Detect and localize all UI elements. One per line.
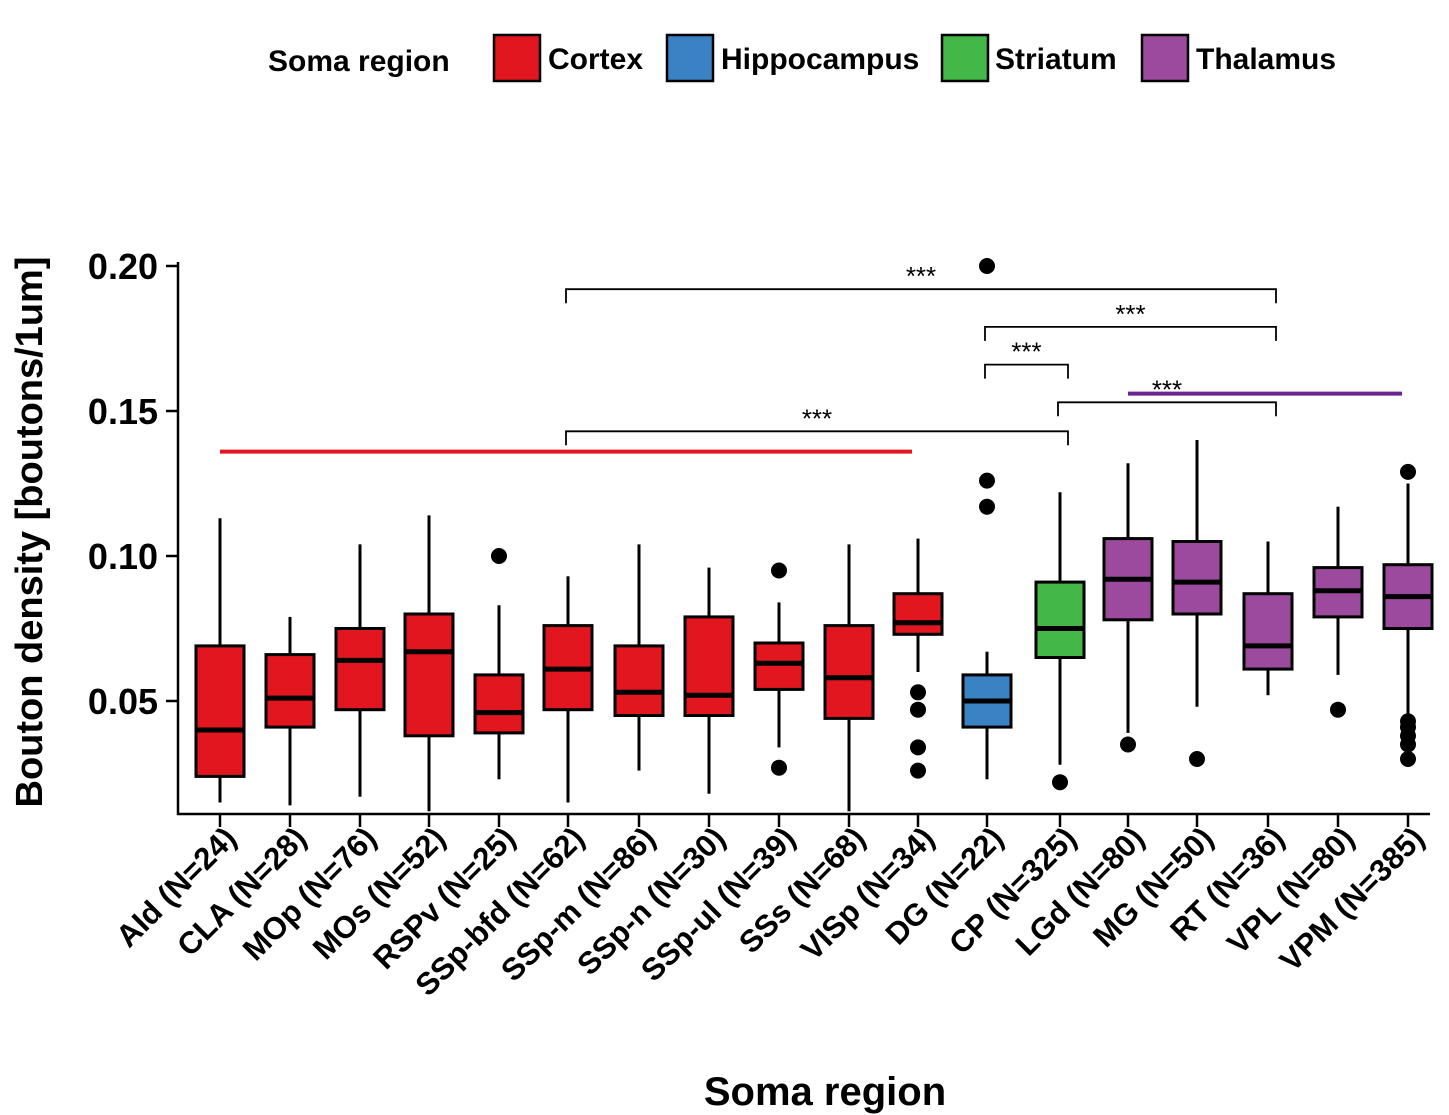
significance-bracket [565, 430, 1069, 446]
box-iqr [683, 615, 735, 718]
boxes [194, 258, 1434, 812]
box-iqr [403, 612, 455, 738]
outlier-point [1400, 713, 1416, 730]
box-17 [1382, 463, 1434, 767]
box-4 [473, 548, 525, 780]
outlier-point [910, 762, 926, 779]
outlier-point [1400, 751, 1416, 767]
y-tick-label: 0.05 [88, 681, 158, 722]
box-9 [823, 544, 875, 812]
box-13 [1102, 463, 1154, 753]
y-tick-label: 0.20 [88, 246, 158, 287]
outlier-point [491, 548, 507, 564]
outlier-point [979, 258, 995, 274]
significance-stars: *** [1115, 299, 1145, 329]
box-12 [1034, 492, 1086, 791]
box-iqr [1034, 580, 1086, 659]
outlier-point [910, 684, 926, 701]
legend-swatch-hippocampus [665, 33, 715, 83]
significance-bracket [984, 326, 1277, 341]
box-iqr [1171, 540, 1223, 616]
box-iqr [892, 592, 944, 636]
outlier-point [910, 701, 926, 718]
outlier-point [979, 498, 995, 515]
box-iqr [613, 644, 665, 718]
legend-label-cortex: Cortex [548, 43, 643, 76]
box-10 [892, 538, 944, 779]
box-iqr [264, 653, 316, 729]
y-axis-title: Bouton density [boutons/1um] [9, 257, 51, 808]
outlier-point [1400, 463, 1416, 480]
box-15 [1242, 541, 1294, 696]
box-11 [961, 258, 1013, 780]
legend-label-thalamus: Thalamus [1196, 43, 1336, 76]
outlier-point [1330, 701, 1346, 718]
box-7 [683, 567, 735, 794]
outlier-point [1052, 774, 1068, 791]
outlier-point [771, 562, 787, 579]
significance-brackets: *** *** *** *** *** [565, 261, 1277, 446]
group-lines [220, 391, 1402, 454]
box-0 [194, 518, 246, 803]
significance-stars: *** [1152, 374, 1182, 404]
legend-swatch-striatum [940, 33, 990, 83]
legend-title: Soma region [268, 45, 450, 78]
legend-label-hippocampus: Hippocampus [721, 43, 919, 76]
significance-bracket [1057, 401, 1277, 417]
significance-stars: *** [1011, 337, 1041, 367]
significance-bracket [984, 363, 1069, 379]
legend-swatch-cortex [492, 33, 542, 83]
box-iqr [753, 641, 805, 691]
legend-label-striatum: Striatum [995, 43, 1117, 76]
y-axis-ticks: 0.05 0.10 0.15 0.20 [88, 246, 178, 722]
box-iqr [823, 624, 875, 720]
box-1 [264, 616, 316, 806]
box-14 [1171, 440, 1223, 767]
y-tick-label: 0.10 [88, 536, 158, 577]
outlier-point [979, 472, 995, 489]
legend: Soma region Cortex Hippocampus Striatum … [268, 33, 1336, 83]
legend-swatch-thalamus [1140, 33, 1190, 83]
significance-bracket [565, 288, 1277, 304]
box-16 [1312, 506, 1364, 718]
y-tick-label: 0.15 [88, 391, 158, 432]
significance-stars: *** [802, 403, 832, 433]
box-iqr [1242, 592, 1294, 671]
outlier-point [771, 759, 787, 776]
x-axis-title: Soma region [704, 1070, 946, 1114]
outlier-point [910, 739, 926, 756]
box-8 [753, 562, 805, 776]
outlier-point [1120, 736, 1136, 753]
significance-stars: *** [906, 261, 936, 291]
box-iqr [194, 644, 246, 778]
box-iqr [473, 673, 525, 735]
outlier-point [1189, 751, 1205, 767]
box-5 [542, 576, 594, 803]
box-6 [613, 544, 665, 771]
box-3 [403, 515, 455, 812]
box-iqr [334, 627, 386, 712]
x-axis-ticks: AId (N=24)CLA (N=28)MOp (N=76)MOs (N=52)… [109, 814, 1431, 1003]
box-2 [334, 544, 386, 797]
